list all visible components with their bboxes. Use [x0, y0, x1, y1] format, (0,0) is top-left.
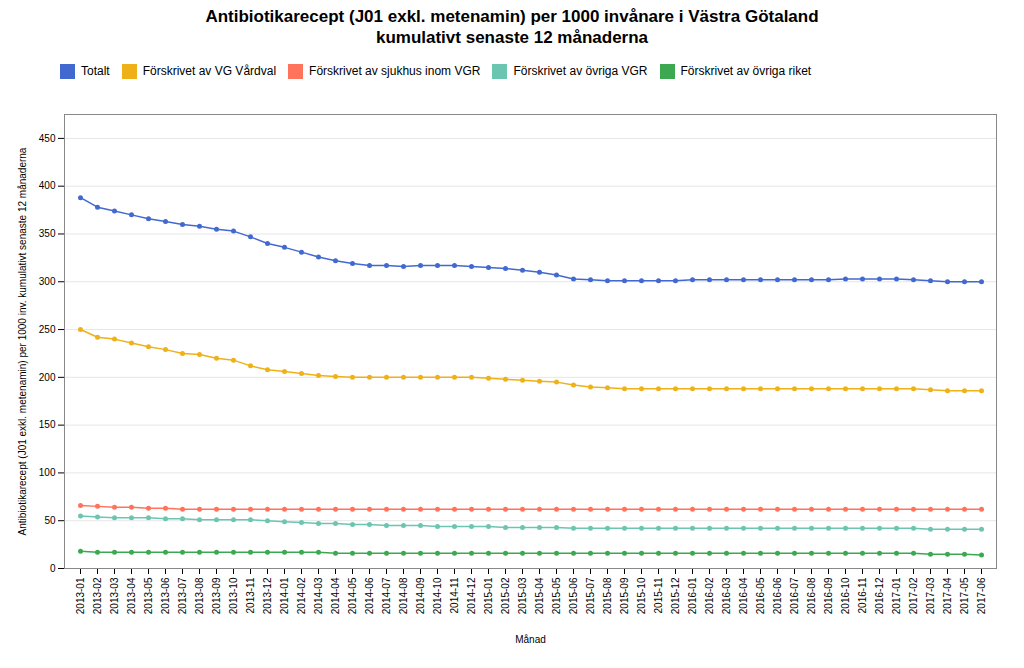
- svg-text:300: 300: [39, 275, 56, 286]
- svg-text:2014-10: 2014-10: [432, 577, 443, 614]
- svg-text:2014-02: 2014-02: [296, 577, 307, 614]
- svg-text:350: 350: [39, 228, 56, 239]
- svg-text:2014-11: 2014-11: [449, 577, 460, 613]
- svg-text:2013-11: 2013-11: [245, 577, 256, 613]
- svg-text:2014-12: 2014-12: [466, 577, 477, 614]
- svg-text:2015-05: 2015-05: [551, 577, 562, 614]
- svg-text:2015-07: 2015-07: [585, 577, 596, 614]
- html-text:Antibiotikarecept (J01 exkl. m: Antibiotikarecept (J01 exkl. metenamin) …: [205, 7, 819, 48]
- svg-text:2013-06: 2013-06: [160, 577, 171, 614]
- svg-text:2016-01: 2016-01: [687, 577, 698, 614]
- svg-text:2017-03: 2017-03: [925, 577, 936, 614]
- svg-text:2015-06: 2015-06: [568, 577, 579, 614]
- svg-text:2013-10: 2013-10: [228, 577, 239, 614]
- svg-text:2013-07: 2013-07: [177, 577, 188, 614]
- svg-text:2013-12: 2013-12: [262, 577, 273, 614]
- svg-text:2016-02: 2016-02: [704, 577, 715, 614]
- svg-text:50: 50: [44, 514, 56, 525]
- svg-text:200: 200: [39, 371, 56, 382]
- svg-text:2015-02: 2015-02: [500, 577, 511, 614]
- svg-text:Antibiotikarecept (J01 exkl. m: Antibiotikarecept (J01 exkl. metenamin) …: [17, 147, 28, 535]
- html-text:Förskrivet av sjukhus inom VGR: Förskrivet av sjukhus inom VGR: [309, 64, 481, 78]
- svg-text:2014-04: 2014-04: [330, 577, 341, 614]
- svg-text:2015-09: 2015-09: [619, 577, 630, 614]
- svg-text:2016-10: 2016-10: [840, 577, 851, 614]
- svg-text:2015-11: 2015-11: [653, 577, 664, 613]
- svg-text:2016-03: 2016-03: [721, 577, 732, 614]
- svg-text:2014-09: 2014-09: [415, 577, 426, 614]
- svg-text:150: 150: [39, 419, 56, 430]
- svg-text:2016-05: 2016-05: [755, 577, 766, 614]
- svg-text:400: 400: [39, 180, 56, 191]
- svg-text:2017-02: 2017-02: [908, 577, 919, 614]
- svg-text:2015-04: 2015-04: [534, 577, 545, 614]
- svg-text:2013-04: 2013-04: [126, 577, 137, 614]
- svg-text:2016-04: 2016-04: [738, 577, 749, 614]
- svg-text:2015-03: 2015-03: [517, 577, 528, 614]
- svg-text:2015-01: 2015-01: [483, 577, 494, 614]
- svg-text:2013-05: 2013-05: [143, 577, 154, 614]
- svg-text:2014-08: 2014-08: [398, 577, 409, 614]
- svg-text:Månad: Månad: [515, 633, 546, 644]
- svg-text:2013-01: 2013-01: [75, 577, 86, 614]
- svg-text:450: 450: [39, 132, 56, 143]
- svg-text:2016-12: 2016-12: [874, 577, 885, 614]
- html-text:Totalt: Totalt: [81, 64, 110, 78]
- svg-text:2016-07: 2016-07: [789, 577, 800, 614]
- svg-text:2016-09: 2016-09: [823, 577, 834, 614]
- svg-text:2013-08: 2013-08: [194, 577, 205, 614]
- svg-text:2014-07: 2014-07: [381, 577, 392, 614]
- svg-text:2015-08: 2015-08: [602, 577, 613, 614]
- svg-text:2014-01: 2014-01: [279, 577, 290, 614]
- svg-text:2017-05: 2017-05: [959, 577, 970, 614]
- svg-text:0: 0: [50, 562, 56, 573]
- svg-text:2016-06: 2016-06: [772, 577, 783, 614]
- html-text:Förskrivet av VG Vårdval: Förskrivet av VG Vårdval: [142, 64, 277, 78]
- html-text:Förskrivet av övriga riket: Förskrivet av övriga riket: [680, 64, 812, 78]
- svg-text:2016-08: 2016-08: [806, 577, 817, 614]
- svg-text:2013-02: 2013-02: [92, 577, 103, 614]
- svg-text:2015-10: 2015-10: [636, 577, 647, 614]
- svg-text:250: 250: [39, 323, 56, 334]
- html-text:Förskrivet av övriga VGR: Förskrivet av övriga VGR: [513, 64, 648, 78]
- svg-text:100: 100: [39, 467, 56, 478]
- svg-text:2014-05: 2014-05: [347, 577, 358, 614]
- svg-text:2017-04: 2017-04: [942, 577, 953, 614]
- svg-text:2015-12: 2015-12: [670, 577, 681, 614]
- svg-text:2014-06: 2014-06: [364, 577, 375, 614]
- svg-text:2016-11: 2016-11: [857, 577, 868, 613]
- svg-text:2013-09: 2013-09: [211, 577, 222, 614]
- svg-text:2014-03: 2014-03: [313, 577, 324, 614]
- svg-text:2017-06: 2017-06: [976, 577, 987, 614]
- svg-text:2017-01: 2017-01: [891, 577, 902, 614]
- svg-text:2013-03: 2013-03: [109, 577, 120, 614]
